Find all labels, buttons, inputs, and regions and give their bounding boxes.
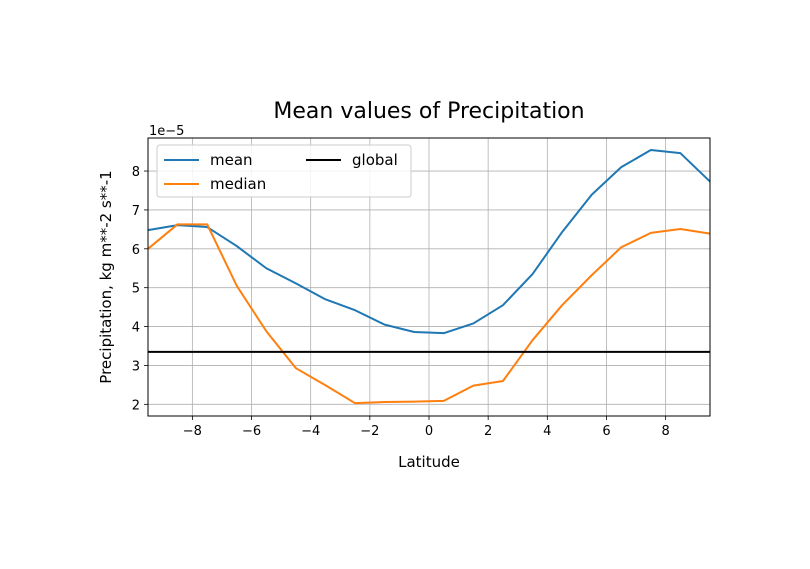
x-tick-label: −6 <box>242 424 261 439</box>
y-offset-label: 1e−5 <box>149 124 184 139</box>
x-tick-label: −2 <box>360 424 379 439</box>
x-tick-label: 6 <box>602 424 610 439</box>
y-tick-label: 2 <box>132 398 140 413</box>
x-tick-label: −8 <box>183 424 202 439</box>
chart-title: Mean values of Precipitation <box>273 99 584 124</box>
series-line-mean <box>147 149 711 335</box>
y-tick-label: 7 <box>132 204 140 219</box>
x-tick-label: 0 <box>425 424 433 439</box>
y-axis-ticks: 2 3 4 5 6 7 8 <box>132 165 148 413</box>
grid-lines <box>148 138 710 416</box>
x-tick-label: 8 <box>661 424 669 439</box>
y-tick-label: 3 <box>132 359 140 374</box>
y-tick-label: 6 <box>132 243 140 258</box>
series-line-median <box>147 223 711 405</box>
x-tick-label: −4 <box>301 424 320 439</box>
legend-label-global: global <box>352 151 398 169</box>
x-axis-label: Latitude <box>398 453 460 471</box>
y-tick-label: 8 <box>132 165 140 180</box>
legend-box <box>156 144 412 198</box>
series-lines <box>147 149 711 405</box>
legend: mean median global <box>156 144 412 198</box>
x-tick-label: 4 <box>543 424 551 439</box>
y-axis-label: Precipitation, kg m**-2 s**-1 <box>97 170 115 383</box>
x-axis-ticks: −8 −6 −4 −2 0 2 4 6 8 <box>183 416 670 439</box>
legend-label-mean: mean <box>210 151 253 169</box>
y-tick-label: 5 <box>132 282 140 297</box>
y-tick-label: 4 <box>132 321 140 336</box>
x-tick-label: 2 <box>484 424 492 439</box>
legend-label-median: median <box>210 175 266 193</box>
